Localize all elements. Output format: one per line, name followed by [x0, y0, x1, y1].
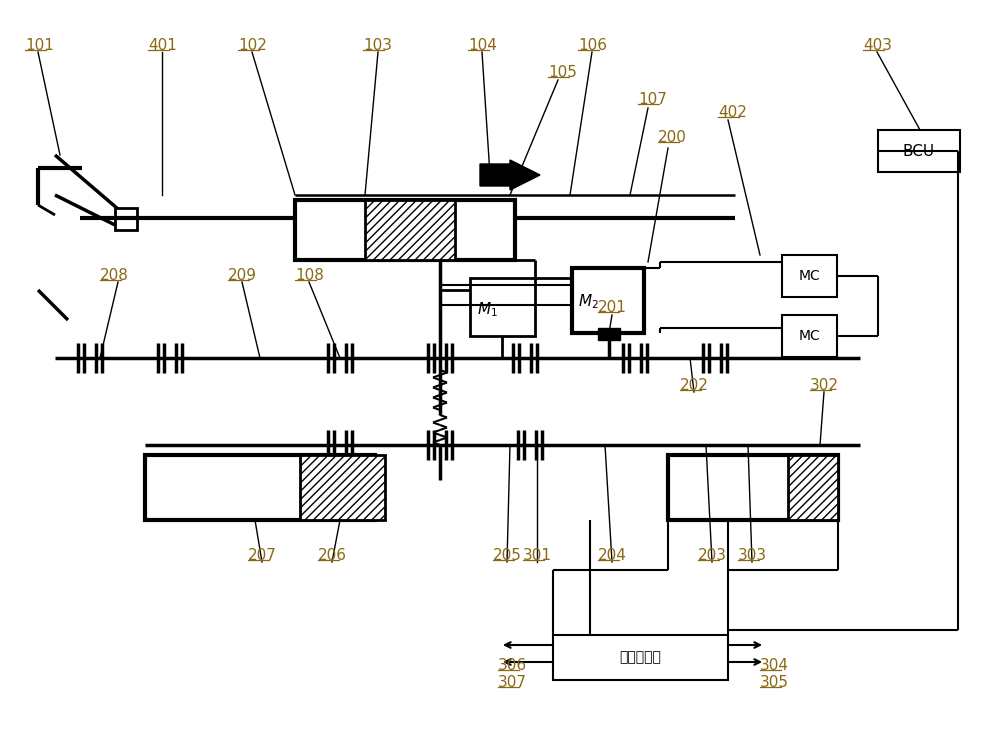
Text: 302: 302 — [810, 378, 839, 393]
Text: 压力调节器: 压力调节器 — [619, 650, 661, 664]
Text: 201: 201 — [598, 300, 627, 315]
Text: $M_1$: $M_1$ — [477, 301, 498, 319]
Bar — [295, 200, 515, 260]
Bar — [788, 455, 838, 520]
Text: 402: 402 — [718, 105, 747, 120]
Text: 307: 307 — [498, 675, 527, 690]
Text: 207: 207 — [248, 548, 277, 563]
Text: 108: 108 — [295, 268, 324, 283]
Text: MC: MC — [798, 269, 820, 283]
Bar — [782, 315, 837, 357]
Text: 205: 205 — [493, 548, 522, 563]
Bar — [300, 455, 385, 520]
Text: 107: 107 — [638, 92, 667, 107]
Bar — [365, 200, 455, 260]
Bar — [782, 255, 837, 297]
Text: MC: MC — [798, 329, 820, 343]
Text: 305: 305 — [760, 675, 789, 690]
FancyArrow shape — [480, 160, 540, 190]
Text: 208: 208 — [100, 268, 129, 283]
Text: 101: 101 — [25, 38, 54, 53]
Bar — [145, 455, 375, 520]
Bar — [878, 130, 960, 172]
Bar — [553, 635, 728, 680]
Text: 206: 206 — [318, 548, 347, 563]
Text: 203: 203 — [698, 548, 727, 563]
Text: 303: 303 — [738, 548, 767, 563]
Bar — [572, 268, 644, 333]
Text: 103: 103 — [363, 38, 392, 53]
Bar — [668, 455, 838, 520]
Text: 209: 209 — [228, 268, 257, 283]
Text: $M_2$: $M_2$ — [578, 293, 599, 311]
Text: 204: 204 — [598, 548, 627, 563]
Bar — [598, 328, 620, 340]
Text: 301: 301 — [523, 548, 552, 563]
Text: 105: 105 — [548, 65, 577, 80]
Bar — [788, 455, 838, 520]
Text: 202: 202 — [680, 378, 709, 393]
Bar — [300, 455, 385, 520]
Text: 304: 304 — [760, 658, 789, 673]
Text: 102: 102 — [238, 38, 267, 53]
Text: 200: 200 — [658, 130, 687, 145]
Text: 403: 403 — [863, 38, 892, 53]
Text: 401: 401 — [148, 38, 177, 53]
Bar — [470, 278, 535, 336]
Text: 104: 104 — [468, 38, 497, 53]
Text: 306: 306 — [498, 658, 527, 673]
Bar — [115, 208, 137, 230]
Text: BCU: BCU — [903, 143, 935, 158]
Text: 106: 106 — [578, 38, 607, 53]
Bar — [365, 200, 455, 260]
